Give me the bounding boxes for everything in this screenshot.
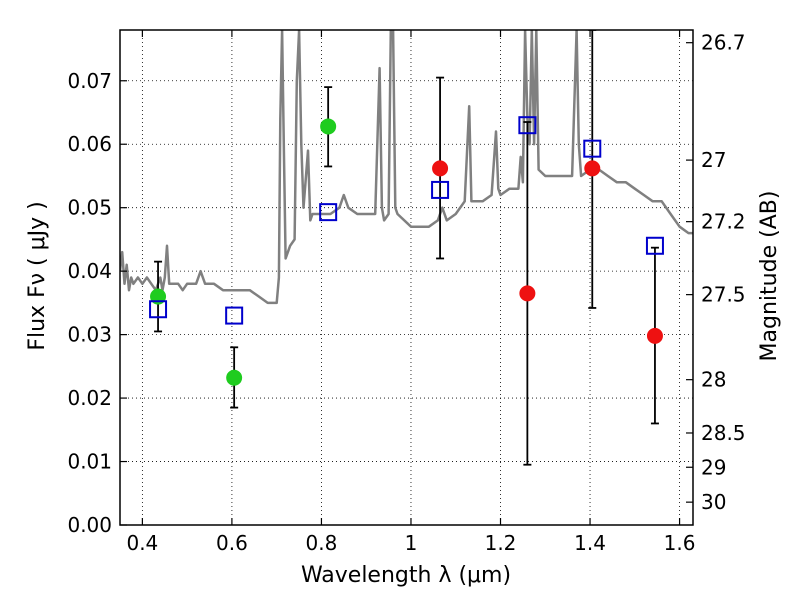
data-point-square xyxy=(645,236,664,255)
axes: 0.4 0.6 0.8 1 1.2 1.4 1.6 0.00 0.01 0.02 0.03 0.04 0… xyxy=(67,29,746,555)
data-point-square xyxy=(518,116,537,135)
y-axis-label: Flux Fν ( μJy ) xyxy=(25,201,50,350)
plot-area xyxy=(120,30,693,466)
data-point-square xyxy=(431,180,450,199)
x-tick-label: 0.6 xyxy=(216,531,248,555)
x-axis-label: Wavelength λ (μm) xyxy=(301,563,511,588)
y-tick-label: 0.03 xyxy=(67,323,112,347)
data-point-circle xyxy=(584,160,601,177)
x-tick-label: 1 xyxy=(405,531,418,555)
right-tick-label: 28.5 xyxy=(701,421,746,445)
data-point-circle xyxy=(226,369,243,386)
data-point-square xyxy=(225,306,244,325)
data-point-square xyxy=(149,300,168,319)
right-axis-label: Magnitude (AB) xyxy=(757,191,782,362)
model-spectrum-line xyxy=(120,30,693,305)
y-tick-label: 0.05 xyxy=(67,196,112,220)
data-point-circle xyxy=(519,285,536,302)
x-tick-label: 0.4 xyxy=(126,531,158,555)
right-tick-label: 29 xyxy=(701,455,726,479)
y-tick-label: 0.02 xyxy=(67,386,112,410)
data-point-circle xyxy=(432,160,449,177)
data-point-square xyxy=(583,139,602,158)
x-tick-label: 1.4 xyxy=(574,531,606,555)
y-tick-label: 0.01 xyxy=(67,450,112,474)
y-tick-label: 0.07 xyxy=(67,69,112,93)
right-tick-label: 27 xyxy=(701,148,726,172)
right-tick-label: 27.5 xyxy=(701,283,746,307)
plot-frame xyxy=(119,29,694,526)
y-tick-label: 0.06 xyxy=(67,132,112,156)
y-tick-label: 0.04 xyxy=(67,259,112,283)
right-tick-label: 30 xyxy=(701,490,726,514)
grid xyxy=(120,30,693,526)
x-tick-label: 0.8 xyxy=(306,531,338,555)
right-tick-label: 27.2 xyxy=(701,210,746,234)
right-tick-label: 26.7 xyxy=(701,31,746,55)
x-tick-label: 1.2 xyxy=(485,531,517,555)
data-point-square xyxy=(319,203,338,222)
x-tick-label: 1.6 xyxy=(664,531,696,555)
data-point-circle xyxy=(320,118,337,135)
right-tick-label: 28 xyxy=(701,368,726,392)
y-tick-label: 0.00 xyxy=(67,513,112,537)
data-point-circle xyxy=(646,327,663,344)
